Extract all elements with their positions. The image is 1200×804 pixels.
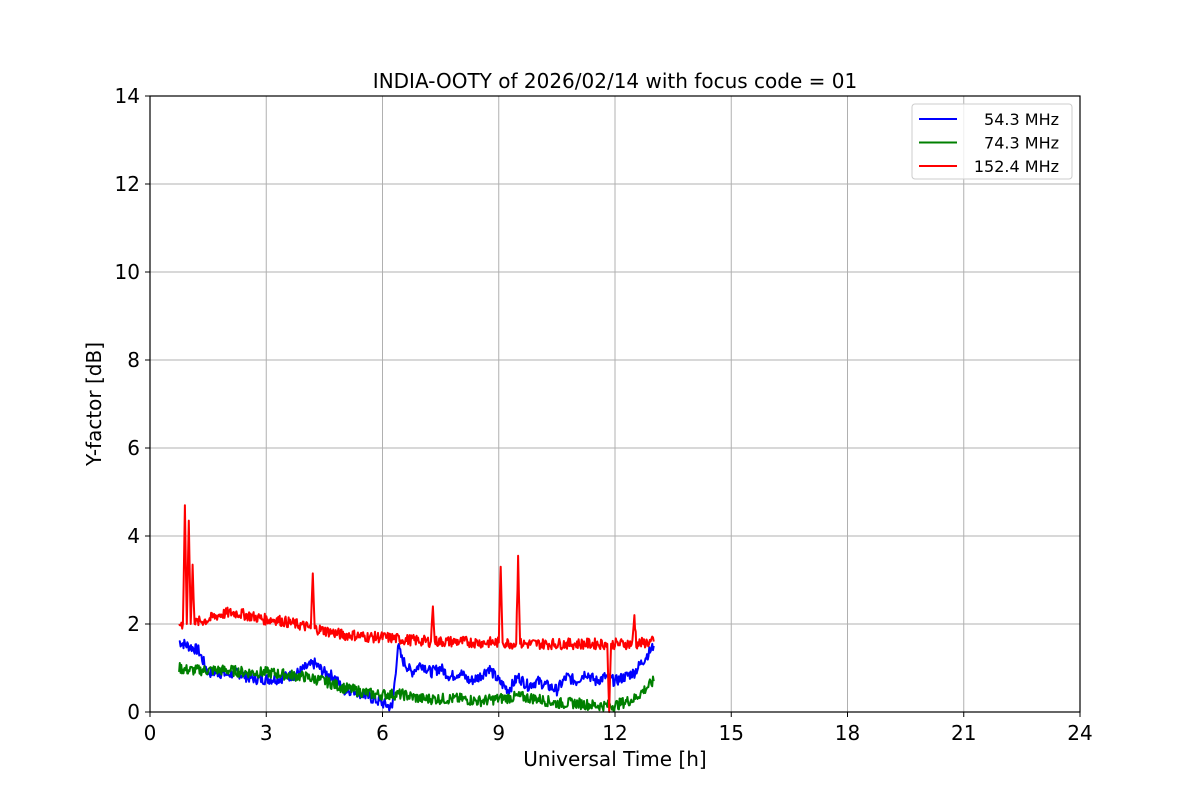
x-tick-label: 12 — [602, 721, 627, 745]
x-tick-label: 21 — [951, 721, 976, 745]
x-tick-label: 6 — [376, 721, 389, 745]
y-tick-label: 8 — [127, 348, 140, 372]
y-axis-label: Y-factor [dB] — [82, 342, 106, 467]
series-line-1 — [178, 662, 655, 712]
x-tick-label: 0 — [144, 721, 157, 745]
y-tick-label: 4 — [127, 524, 140, 548]
x-tick-label: 15 — [719, 721, 744, 745]
y-tick-label: 12 — [115, 172, 140, 196]
y-tick-label: 14 — [115, 84, 140, 108]
series-line-2 — [178, 504, 655, 713]
x-tick-label: 18 — [835, 721, 860, 745]
legend: 54.3 MHz 74.3 MHz 152.4 MHz — [911, 103, 1073, 180]
legend-label: 74.3 MHz — [984, 134, 1059, 153]
y-ticks: 0 2 4 6 8 10 12 14 — [115, 84, 150, 724]
legend-label: 152.4 MHz — [974, 157, 1059, 176]
y-tick-label: 2 — [127, 612, 140, 636]
y-tick-label: 6 — [127, 436, 140, 460]
x-tick-label: 24 — [1067, 721, 1092, 745]
x-tick-label: 9 — [492, 721, 505, 745]
y-tick-label: 0 — [127, 700, 140, 724]
y-tick-label: 10 — [115, 260, 140, 284]
x-axis-label: Universal Time [h] — [523, 747, 706, 771]
series-group — [178, 504, 655, 713]
legend-label: 54.3 MHz — [984, 110, 1059, 129]
chart-title: INDIA-OOTY of 2026/02/14 with focus code… — [373, 69, 857, 93]
x-ticks: 0 3 6 9 12 15 18 21 24 — [144, 712, 1093, 745]
x-tick-label: 3 — [260, 721, 273, 745]
